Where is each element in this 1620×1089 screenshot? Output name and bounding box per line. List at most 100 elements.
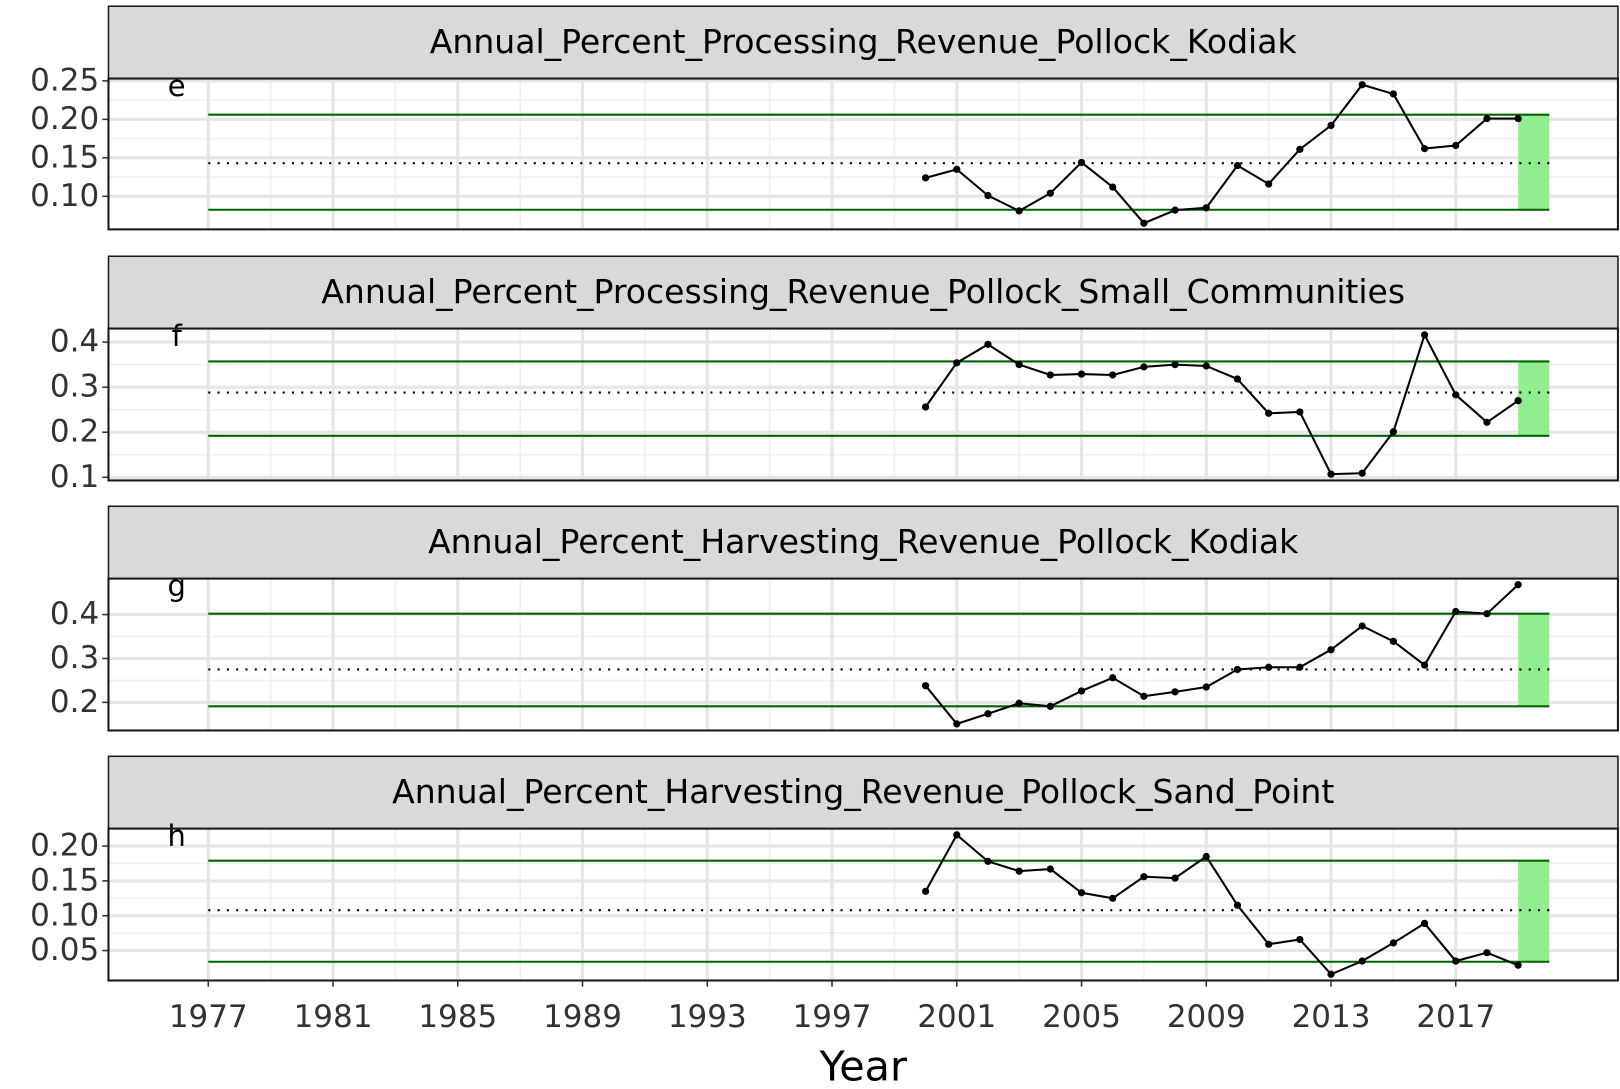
series-line bbox=[924, 332, 1519, 476]
point bbox=[953, 831, 961, 839]
point bbox=[1046, 702, 1054, 710]
strip-title: Annual_Percent_Processing_Revenue_Polloc… bbox=[321, 272, 1405, 311]
series-line bbox=[925, 83, 1519, 225]
point bbox=[1483, 949, 1491, 957]
point bbox=[1265, 663, 1273, 671]
series-line bbox=[924, 833, 1519, 976]
point bbox=[1265, 940, 1273, 948]
panel-border bbox=[107, 77, 1619, 231]
point bbox=[1420, 331, 1429, 339]
point bbox=[1420, 144, 1429, 153]
point bbox=[1046, 189, 1054, 197]
x-tick-label: 2009 bbox=[1167, 999, 1246, 1035]
point bbox=[1483, 418, 1491, 426]
y-tick-label: 0.15 bbox=[30, 862, 99, 898]
y-tick-label: 0.3 bbox=[50, 369, 99, 405]
point bbox=[921, 682, 930, 690]
panel-border bbox=[107, 327, 1619, 482]
point bbox=[953, 720, 961, 728]
point bbox=[1452, 957, 1460, 965]
point bbox=[1296, 935, 1304, 944]
point bbox=[1389, 939, 1398, 947]
x-tick-label: 2013 bbox=[1292, 999, 1371, 1035]
point bbox=[1358, 957, 1366, 965]
y-tick-label: 0.2 bbox=[50, 414, 99, 450]
strip bbox=[107, 505, 1619, 580]
y-tick-label: 0.20 bbox=[30, 101, 99, 137]
point bbox=[1077, 687, 1086, 695]
x-tick-label: 2001 bbox=[917, 999, 996, 1035]
point bbox=[1171, 688, 1179, 696]
shade bbox=[1518, 860, 1550, 962]
point bbox=[984, 857, 992, 865]
point bbox=[1514, 397, 1522, 405]
point bbox=[1296, 663, 1304, 671]
point bbox=[1077, 158, 1086, 167]
y-tick-label: 0.4 bbox=[50, 324, 99, 360]
point bbox=[921, 403, 930, 411]
strip-title: Annual_Percent_Processing_Revenue_Polloc… bbox=[430, 22, 1298, 61]
point bbox=[1015, 867, 1023, 875]
point bbox=[953, 359, 961, 367]
point bbox=[1420, 919, 1429, 928]
strip-title: Annual_Percent_Harvesting_Revenue_Polloc… bbox=[428, 522, 1299, 561]
x-tick-label: 2005 bbox=[1042, 999, 1121, 1035]
point bbox=[1015, 361, 1023, 369]
y-tick-label: 0.20 bbox=[30, 828, 99, 864]
point bbox=[1109, 371, 1117, 379]
y-tick-label: 0.4 bbox=[50, 596, 99, 632]
point bbox=[1420, 661, 1429, 669]
point bbox=[1109, 183, 1117, 191]
panel-border bbox=[107, 577, 1619, 732]
point bbox=[1202, 204, 1210, 212]
y-tick-label: 0.15 bbox=[30, 139, 99, 175]
point bbox=[1202, 683, 1210, 691]
panel-label: h bbox=[168, 819, 186, 853]
x-tick-label: 2017 bbox=[1416, 999, 1495, 1035]
point bbox=[1327, 121, 1335, 130]
point bbox=[1233, 901, 1242, 909]
point bbox=[1452, 141, 1460, 150]
x-tick-label: 1989 bbox=[543, 999, 622, 1035]
point bbox=[1452, 391, 1460, 399]
point bbox=[1358, 622, 1366, 630]
point bbox=[1171, 361, 1179, 369]
shade bbox=[1518, 114, 1550, 210]
panel-label: e bbox=[168, 69, 186, 103]
point bbox=[984, 340, 992, 348]
shade bbox=[1518, 613, 1550, 707]
point bbox=[1358, 469, 1366, 477]
point bbox=[1140, 873, 1148, 881]
point bbox=[984, 710, 992, 718]
x-tick-label: 1997 bbox=[793, 999, 872, 1035]
x-tick-label: 1981 bbox=[294, 999, 373, 1035]
point bbox=[1233, 375, 1242, 383]
x-tick-label: 1977 bbox=[169, 999, 248, 1035]
point bbox=[1327, 970, 1335, 978]
panel-label: g bbox=[167, 569, 185, 603]
y-tick-label: 0.10 bbox=[30, 897, 99, 933]
x-axis-label: Year bbox=[818, 1042, 906, 1089]
point bbox=[1358, 81, 1366, 89]
point bbox=[1077, 370, 1086, 378]
point bbox=[1046, 865, 1054, 873]
point bbox=[1514, 961, 1522, 969]
point bbox=[1483, 610, 1491, 618]
series-line bbox=[924, 583, 1519, 726]
y-tick-label: 0.05 bbox=[30, 932, 99, 968]
point bbox=[1389, 90, 1398, 98]
point bbox=[1265, 180, 1273, 188]
point bbox=[1140, 219, 1148, 227]
y-tick-label: 0.1 bbox=[50, 459, 99, 495]
point bbox=[1171, 206, 1179, 214]
point bbox=[984, 191, 992, 200]
x-tick-label: 1985 bbox=[418, 999, 497, 1035]
point bbox=[1327, 470, 1335, 478]
strip-title: Annual_Percent_Harvesting_Revenue_Polloc… bbox=[392, 772, 1334, 811]
point bbox=[1389, 637, 1398, 645]
point bbox=[1233, 665, 1242, 674]
point bbox=[921, 887, 930, 895]
point bbox=[1140, 692, 1148, 700]
